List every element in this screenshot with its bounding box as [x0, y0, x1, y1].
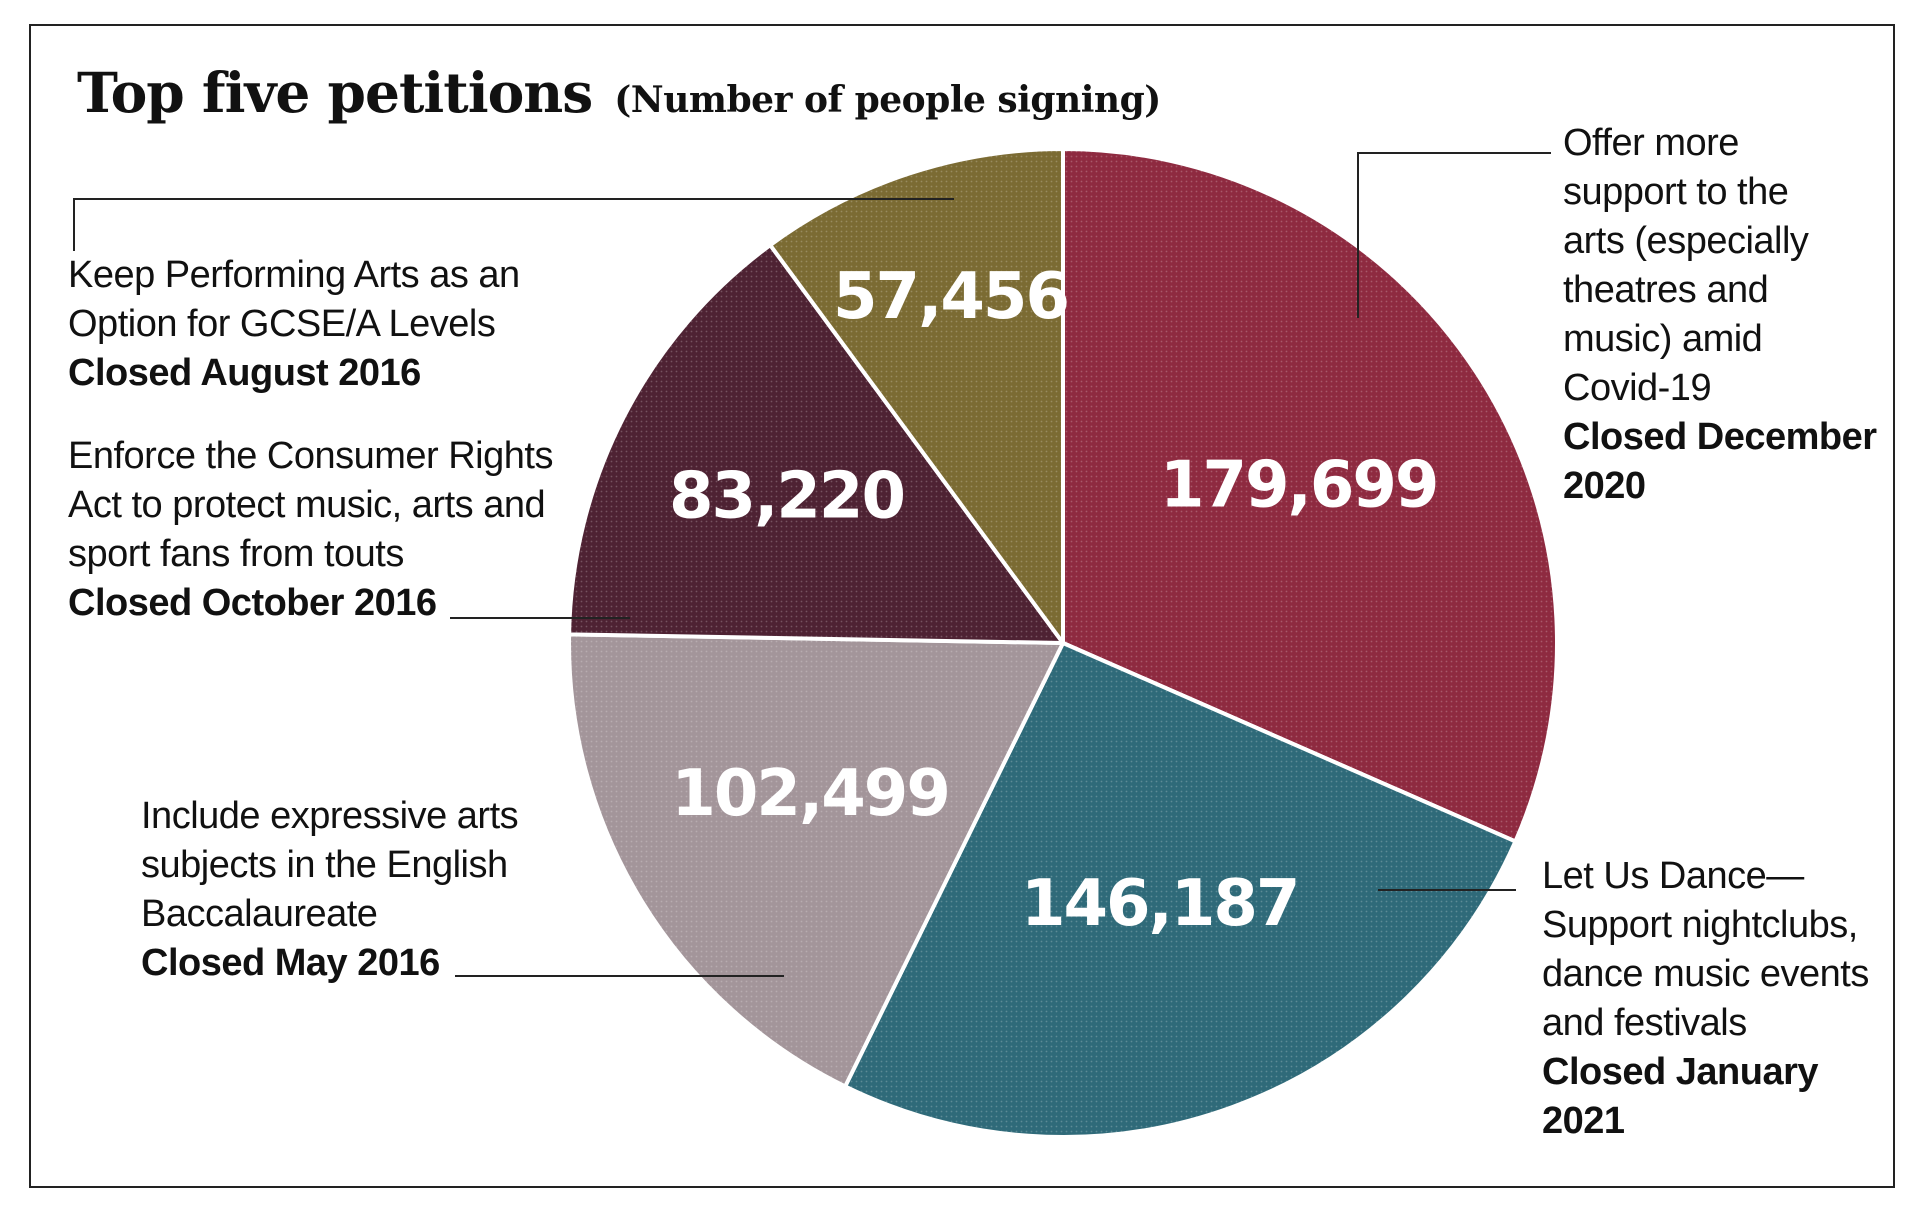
label-slice-0: Offer more support to the arts (especial…: [1563, 119, 1877, 511]
label-line: Option for GCSE/A Levels: [68, 303, 496, 345]
slice-value-label: 146,187: [1021, 867, 1299, 941]
label-line: Offer more: [1563, 122, 1739, 164]
label-line: Baccalaureate: [141, 893, 378, 935]
label-slice-4: Keep Performing Arts as an Option for GC…: [68, 251, 520, 398]
label-line: sport fans from touts: [68, 533, 404, 575]
label-closed: Closed October 2016: [68, 582, 437, 624]
label-line: and festivals: [1542, 1002, 1747, 1044]
label-slice-2: Include expressive arts subjects in the …: [141, 792, 519, 988]
label-line: dance music events: [1542, 953, 1869, 995]
label-closed: Closed January: [1542, 1051, 1818, 1093]
label-slice-3: Enforce the Consumer Rights Act to prote…: [68, 432, 553, 628]
label-line: support to the: [1563, 171, 1789, 213]
label-line: arts (especially: [1563, 220, 1809, 262]
slice-value-label: 102,499: [671, 757, 949, 831]
label-line: Act to protect music, arts and: [68, 484, 546, 526]
leader-line: [73, 198, 954, 251]
label-closed: 2020: [1563, 465, 1646, 507]
label-line: Covid-19: [1563, 367, 1712, 409]
leader-line: [1357, 152, 1551, 318]
label-line: music) amid: [1563, 318, 1763, 360]
pie-slice-texture: [845, 643, 1516, 1137]
label-line: Enforce the Consumer Rights: [68, 435, 553, 477]
title-row: Top five petitions (Number of people sig…: [77, 60, 1161, 125]
chart-subtitle: (Number of people signing): [614, 79, 1161, 121]
chart-title: Top five petitions: [77, 60, 593, 125]
label-closed: Closed May 2016: [141, 942, 440, 984]
label-slice-1: Let Us Dance— Support nightclubs, dance …: [1542, 852, 1869, 1146]
pie-slice-texture: [1063, 148, 1558, 842]
label-line: theatres and: [1563, 269, 1769, 311]
slice-value-label: 57,456: [833, 260, 1068, 334]
label-closed: Closed August 2016: [68, 352, 421, 394]
label-line: Let Us Dance—: [1542, 855, 1804, 897]
label-closed: Closed December: [1563, 416, 1877, 458]
pie-slice-texture: [569, 634, 1063, 1087]
label-line: Support nightclubs,: [1542, 904, 1858, 946]
pie-slice-texture: [569, 245, 1063, 643]
label-line: subjects in the English: [141, 844, 508, 886]
label-line: Include expressive arts: [141, 795, 519, 837]
label-closed: 2021: [1542, 1100, 1625, 1142]
slice-value-label: 83,220: [669, 460, 904, 534]
label-line: Keep Performing Arts as an: [68, 254, 520, 296]
slice-value-label: 179,699: [1160, 449, 1438, 523]
pie-slice-texture: [770, 149, 1063, 643]
